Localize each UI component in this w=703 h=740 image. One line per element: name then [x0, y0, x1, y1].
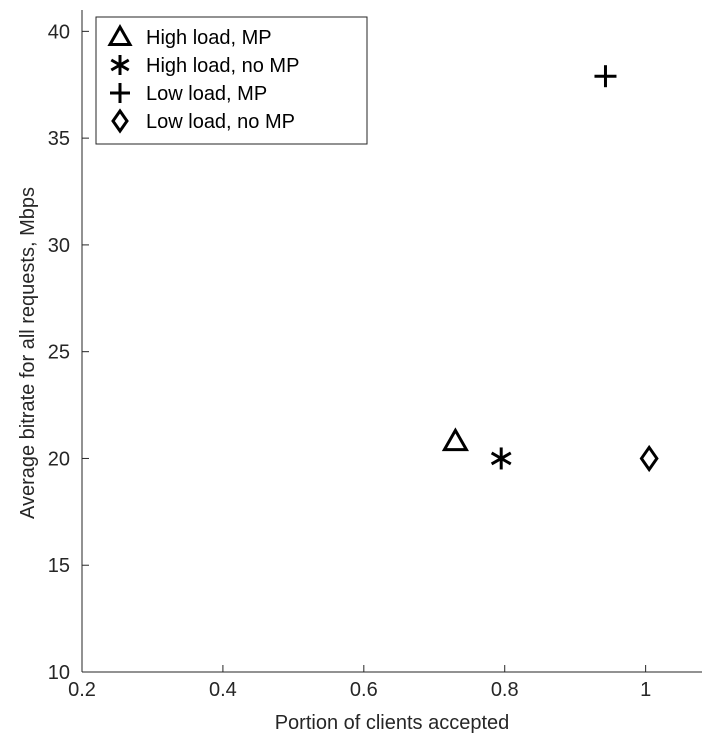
legend-label: High load, no MP: [146, 55, 299, 77]
legend: High load, MP High load, no MP Low load, M…: [95, 16, 368, 145]
y-tick-label: 20: [48, 448, 70, 470]
y-tick-label: 30: [48, 235, 70, 257]
data-points: [441, 65, 659, 473]
y-tick-label: 40: [48, 21, 70, 43]
legend-marker-asterisk: [110, 55, 130, 75]
axes: [81, 10, 702, 673]
data-point-triangle: [441, 427, 469, 452]
tick-marks: [81, 30, 647, 673]
y-tick-label: 15: [48, 555, 70, 577]
data-point-diamond: [639, 444, 659, 473]
y-tick-label: 35: [48, 128, 70, 150]
legend-label: Low load, no MP: [146, 111, 295, 133]
x-axis-label: Portion of clients accepted: [275, 712, 510, 734]
data-point-asterisk: [490, 447, 512, 470]
legend-marker-plus: [110, 83, 130, 103]
x-tick-label: 0.6: [350, 679, 378, 701]
legend-marker-triangle: [107, 23, 133, 46]
y-tick-label: 25: [48, 342, 70, 364]
data-point-plus: [594, 65, 617, 88]
x-tick-label: 0.8: [491, 679, 519, 701]
legend-marker-diamond: [111, 108, 129, 134]
legend-label: Low load, MP: [146, 83, 267, 105]
x-tick-label: 1: [640, 679, 651, 701]
y-tick-label: 10: [48, 662, 70, 684]
legend-box: [95, 16, 368, 145]
x-tick-label: 0.4: [209, 679, 237, 701]
legend-label: High load, MP: [146, 27, 272, 49]
y-axis-label: Average bitrate for all requests, Mbps: [17, 187, 39, 519]
tick-labels: 0.2 0.4 0.6 0.8 1 10 15 20 25 30 35 40: [48, 21, 651, 701]
x-tick-label: 0.2: [68, 679, 96, 701]
